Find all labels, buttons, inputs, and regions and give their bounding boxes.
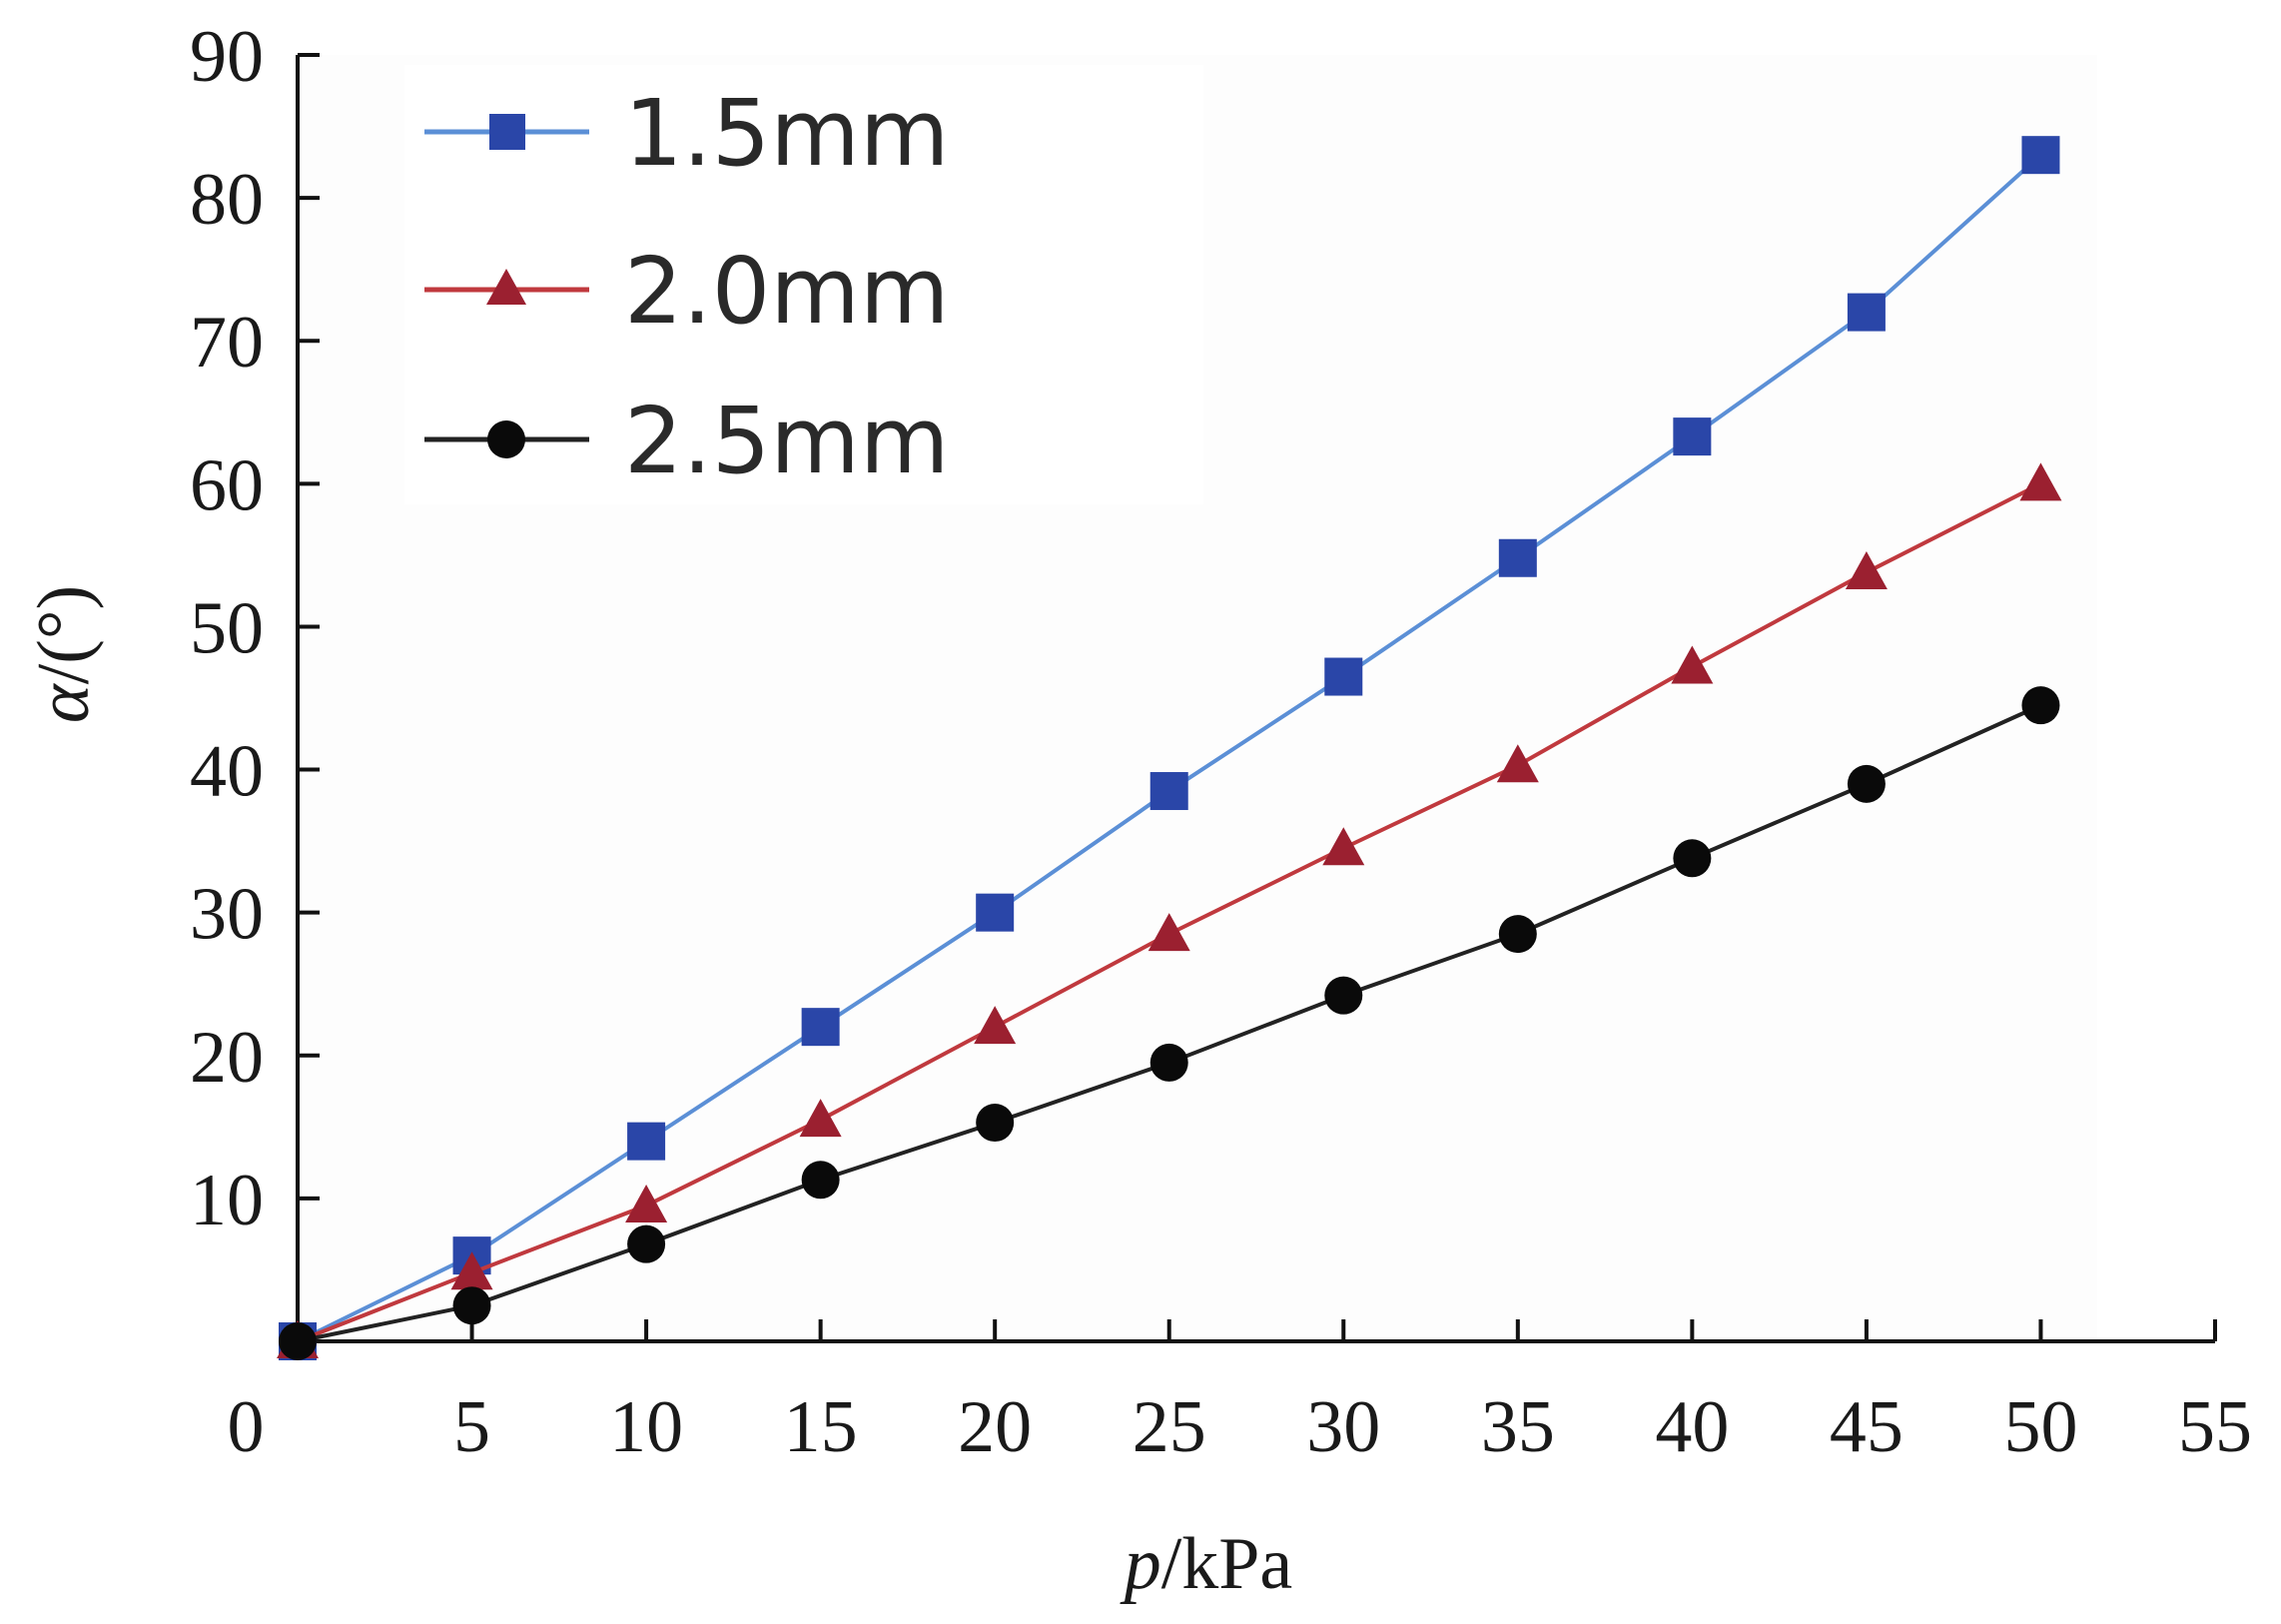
x-tick-label: 30 [1306, 1386, 1380, 1468]
data-point-1-5mm [1498, 538, 1537, 577]
data-point-2-0mm [625, 1185, 668, 1223]
legend-label-2-5mm: 2.5mm [624, 388, 950, 494]
data-point-1-5mm [1847, 293, 1886, 332]
data-point-1-5mm [1324, 657, 1363, 696]
series-2-5mm [279, 686, 2060, 1360]
y-tick-label: 10 [190, 1160, 264, 1241]
data-point-2-5mm [2021, 686, 2060, 725]
data-point-1-5mm [627, 1122, 666, 1161]
y-tick-label: 20 [190, 1017, 264, 1099]
x-axis-ticks: 0 5 10 15 20 25 30 35 40 45 50 55 [228, 1319, 2252, 1468]
data-point-2-0mm [1322, 827, 1365, 866]
data-point-2-5mm [627, 1224, 666, 1263]
x-tick-label: 25 [1133, 1386, 1206, 1468]
legend: 1.5mm 2.0mm 2.5mm [404, 65, 1203, 504]
x-tick-label: 40 [1655, 1386, 1729, 1468]
data-point-1-5mm [2021, 136, 2060, 175]
data-point-2-0mm [974, 1006, 1017, 1045]
data-point-2-0mm [1671, 645, 1714, 684]
data-point-2-0mm [450, 1251, 493, 1290]
x-tick-label: 35 [1481, 1386, 1555, 1468]
data-point-2-0mm [1147, 913, 1190, 952]
x-tick-label: 5 [453, 1386, 490, 1468]
data-point-1-5mm [801, 1008, 840, 1047]
legend-background [404, 65, 1203, 504]
y-tick-label: 40 [190, 731, 264, 813]
data-point-2-0mm [1496, 744, 1539, 783]
x-tick-label: 10 [609, 1386, 683, 1468]
data-point-2-0mm [1845, 551, 1888, 590]
data-point-2-5mm [801, 1161, 840, 1200]
x-tick-label: 50 [2003, 1386, 2077, 1468]
data-point-2-0mm [799, 1099, 842, 1138]
y-tick-label: 50 [190, 587, 264, 669]
data-point-2-5mm [1673, 839, 1712, 878]
x-tick-label: 15 [784, 1386, 858, 1468]
y-tick-label: 90 [190, 16, 264, 98]
data-point-2-5mm [279, 1322, 317, 1360]
data-point-2-5mm [976, 1104, 1015, 1143]
data-point-1-5mm [1673, 417, 1712, 456]
x-tick-label: 55 [2178, 1386, 2252, 1468]
y-tick-label: 80 [190, 159, 264, 241]
data-point-2-0mm [2019, 462, 2062, 501]
legend-entry-2-5mm: 2.5mm [424, 388, 950, 494]
axes [296, 55, 2215, 1343]
series-layer [277, 136, 2062, 1360]
y-axis-ticks: 10 20 30 40 50 60 70 80 90 [190, 16, 320, 1241]
legend-marker-circle [487, 420, 525, 458]
legend-label-2-0mm: 2.0mm [624, 238, 950, 345]
x-axis-title: p/kPa [1120, 1523, 1293, 1605]
legend-entry-2-0mm: 2.0mm [424, 238, 950, 345]
data-point-2-5mm [1498, 915, 1537, 954]
legend-marker-square [489, 114, 525, 150]
legend-entry-1-5mm: 1.5mm [424, 80, 950, 187]
x-tick-label: 0 [228, 1386, 265, 1468]
legend-marker-triangle [486, 269, 526, 305]
y-tick-label: 60 [190, 444, 264, 526]
data-point-2-5mm [1324, 976, 1363, 1015]
y-tick-label: 30 [190, 874, 264, 956]
legend-label-1-5mm: 1.5mm [624, 80, 950, 187]
data-point-2-5mm [1149, 1043, 1188, 1082]
x-tick-label: 20 [958, 1386, 1032, 1468]
y-tick-label: 70 [190, 302, 264, 384]
data-point-2-5mm [1847, 764, 1886, 803]
series-2-0mm [277, 462, 2062, 1358]
data-point-1-5mm [1149, 772, 1188, 811]
data-point-1-5mm [976, 893, 1015, 932]
data-point-2-5mm [452, 1286, 491, 1325]
y-axis-title: α/(°) [23, 585, 105, 723]
x-tick-label: 45 [1830, 1386, 1903, 1468]
